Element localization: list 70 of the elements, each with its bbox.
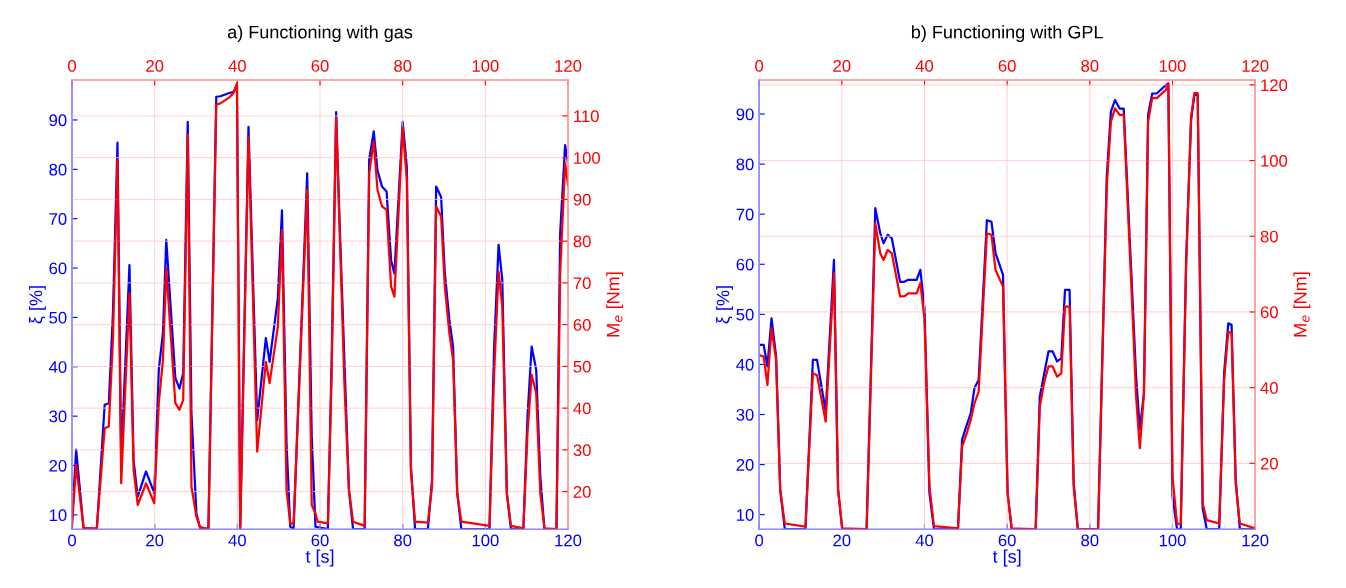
- x2-tick-label: 100: [1159, 60, 1186, 72]
- y-tick-label: 70: [49, 213, 67, 225]
- x2-tick-label: 120: [555, 60, 582, 72]
- x-tick-label: 60: [311, 534, 329, 547]
- y-tick-label: 40: [736, 358, 754, 371]
- x-tick-label: 40: [915, 534, 934, 547]
- x-tick-label: 120: [1242, 534, 1269, 547]
- x-tick-label: 100: [472, 534, 499, 547]
- x-tick-label: 120: [555, 534, 582, 547]
- y-axis-title: ξ [%]: [29, 286, 46, 324]
- y2-tick-label: 30: [573, 444, 591, 457]
- x-tick-label: 40: [228, 534, 246, 547]
- x-tick-label: 60: [998, 534, 1016, 547]
- y2-tick-label: 60: [1260, 306, 1278, 319]
- y2-tick-label: 80: [573, 235, 591, 248]
- y2-tick-label: 80: [1260, 230, 1278, 243]
- x2-tick-label: 0: [68, 60, 76, 72]
- x-tick-label: 20: [146, 534, 164, 547]
- y-tick-label: 90: [736, 108, 754, 121]
- y-axis-title: ξ [%]: [716, 286, 733, 324]
- y2-tick-label: 60: [573, 319, 591, 331]
- y-tick-label: 30: [736, 408, 754, 421]
- y2-tick-label: 20: [573, 486, 591, 498]
- x2-tick-label: 20: [146, 60, 164, 72]
- y-tick-label: 70: [736, 208, 754, 221]
- y2-tick-label: 70: [573, 277, 591, 290]
- y2-axis-title: M$_{e}$ [Nm]: [1293, 272, 1311, 337]
- y-tick-label: 30: [49, 410, 67, 423]
- y2-tick-label: 120: [1261, 79, 1288, 92]
- x-tick-label: 80: [394, 534, 412, 547]
- y-tick-label: 20: [49, 459, 67, 472]
- y-tick-label: 10: [737, 509, 754, 521]
- y-tick-label: 50: [49, 311, 67, 324]
- x2-tick-label: 40: [915, 60, 934, 72]
- y2-tick-label: 40: [1260, 382, 1278, 394]
- x-tick-label: 0: [755, 534, 764, 547]
- y2-tick-label: 110: [574, 110, 599, 123]
- y2-tick-label: 100: [574, 152, 601, 164]
- x-tick-label: 100: [1159, 534, 1186, 547]
- y-tick-label: 80: [49, 163, 67, 176]
- y-tick-label: 50: [736, 308, 754, 321]
- y-tick-label: 60: [49, 262, 67, 275]
- x2-tick-label: 60: [998, 60, 1016, 72]
- x-axis-title: t [s]: [992, 549, 1021, 567]
- x2-tick-label: 100: [472, 60, 499, 72]
- y2-tick-label: 20: [1260, 457, 1278, 470]
- x2-tick-label: 60: [311, 60, 329, 72]
- x-axis-title: t [s]: [305, 549, 334, 567]
- x2-tick-label: 0: [755, 60, 764, 72]
- x2-tick-label: 80: [394, 60, 412, 72]
- y2-tick-label: 90: [573, 193, 591, 206]
- y-tick-label: 90: [49, 114, 67, 127]
- x-tick-label: 80: [1081, 534, 1099, 547]
- y-tick-label: 80: [736, 158, 754, 171]
- y2-tick-label: 50: [573, 360, 591, 373]
- chart-title: a) Functioning with gas: [227, 25, 413, 43]
- y-tick-label: 10: [49, 509, 67, 522]
- x2-tick-label: 40: [228, 60, 246, 72]
- y2-axis-title: M$_{e}$ [Nm]: [606, 272, 624, 337]
- y2-tick-label: 40: [573, 402, 591, 415]
- chart-title: b) Functioning with GPL: [911, 25, 1103, 43]
- y-tick-label: 20: [736, 459, 754, 471]
- x2-tick-label: 80: [1081, 60, 1099, 72]
- x-tick-label: 20: [833, 534, 851, 547]
- x2-tick-label: 20: [833, 60, 851, 72]
- y-tick-label: 40: [49, 361, 67, 373]
- y2-tick-label: 100: [1261, 154, 1288, 167]
- x-tick-label: 0: [68, 534, 76, 547]
- x2-tick-label: 120: [1242, 60, 1269, 72]
- y-tick-label: 60: [736, 258, 754, 271]
